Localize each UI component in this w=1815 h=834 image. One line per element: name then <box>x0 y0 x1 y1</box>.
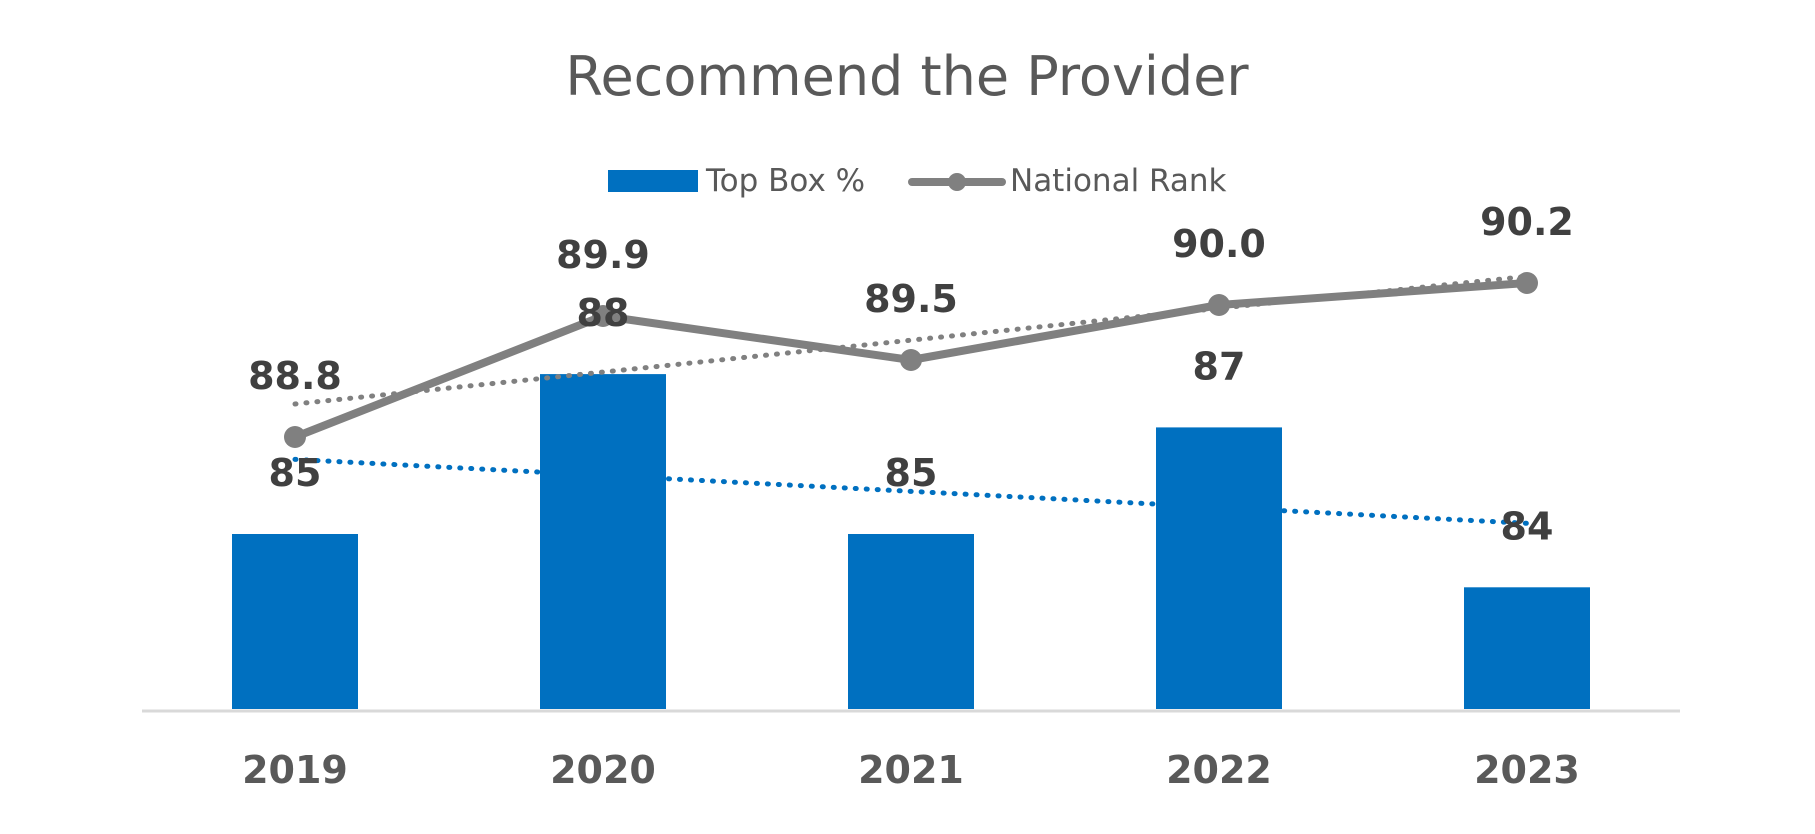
x-tick-2020: 2020 <box>550 748 656 792</box>
data-labels: 85 88 85 87 84 88.8 89.9 89.5 90.0 90.2 <box>248 200 1574 548</box>
legend-marker-national-rank <box>948 173 966 191</box>
x-axis-ticks: 2019 2020 2021 2022 2023 <box>242 748 1580 792</box>
chart-title: Recommend the Provider <box>565 45 1249 108</box>
national-rank-label-2019: 88.8 <box>248 354 342 398</box>
national-rank-label-2021: 89.5 <box>864 277 958 321</box>
bar-2019 <box>232 534 358 709</box>
legend: Top Box % National Rank <box>608 163 1227 199</box>
bar-label-2022: 87 <box>1193 344 1246 388</box>
national-rank-point-2019 <box>284 426 306 448</box>
national-rank-label-2023: 90.2 <box>1480 200 1574 244</box>
bar-2021 <box>848 534 974 709</box>
national-rank-label-2020: 89.9 <box>556 233 650 277</box>
bar-label-2019: 85 <box>269 451 322 495</box>
top-box-trendline-path <box>292 456 1530 526</box>
bar-2023 <box>1464 587 1590 709</box>
x-tick-2022: 2022 <box>1166 748 1272 792</box>
national-rank-label-2022: 90.0 <box>1172 222 1266 266</box>
top-box-trendline <box>292 456 1530 526</box>
x-tick-2021: 2021 <box>858 748 964 792</box>
bar-label-2021: 85 <box>885 451 938 495</box>
x-tick-2019: 2019 <box>242 748 348 792</box>
national-rank-point-2021 <box>900 349 922 371</box>
national-rank-point-2022 <box>1208 294 1230 316</box>
national-rank-line <box>284 272 1538 448</box>
legend-label-top-box: Top Box % <box>705 163 865 199</box>
bars <box>232 374 1590 709</box>
bar-2022 <box>1156 427 1282 709</box>
x-tick-2023: 2023 <box>1474 748 1580 792</box>
legend-label-national-rank: National Rank <box>1010 163 1227 199</box>
bar-label-2020: 88 <box>577 291 630 335</box>
national-rank-point-2020 <box>592 305 614 327</box>
legend-swatch-top-box <box>608 170 698 192</box>
bar-2020 <box>540 374 666 709</box>
national-rank-point-2023 <box>1516 272 1538 294</box>
bar-label-2023: 84 <box>1501 504 1554 548</box>
